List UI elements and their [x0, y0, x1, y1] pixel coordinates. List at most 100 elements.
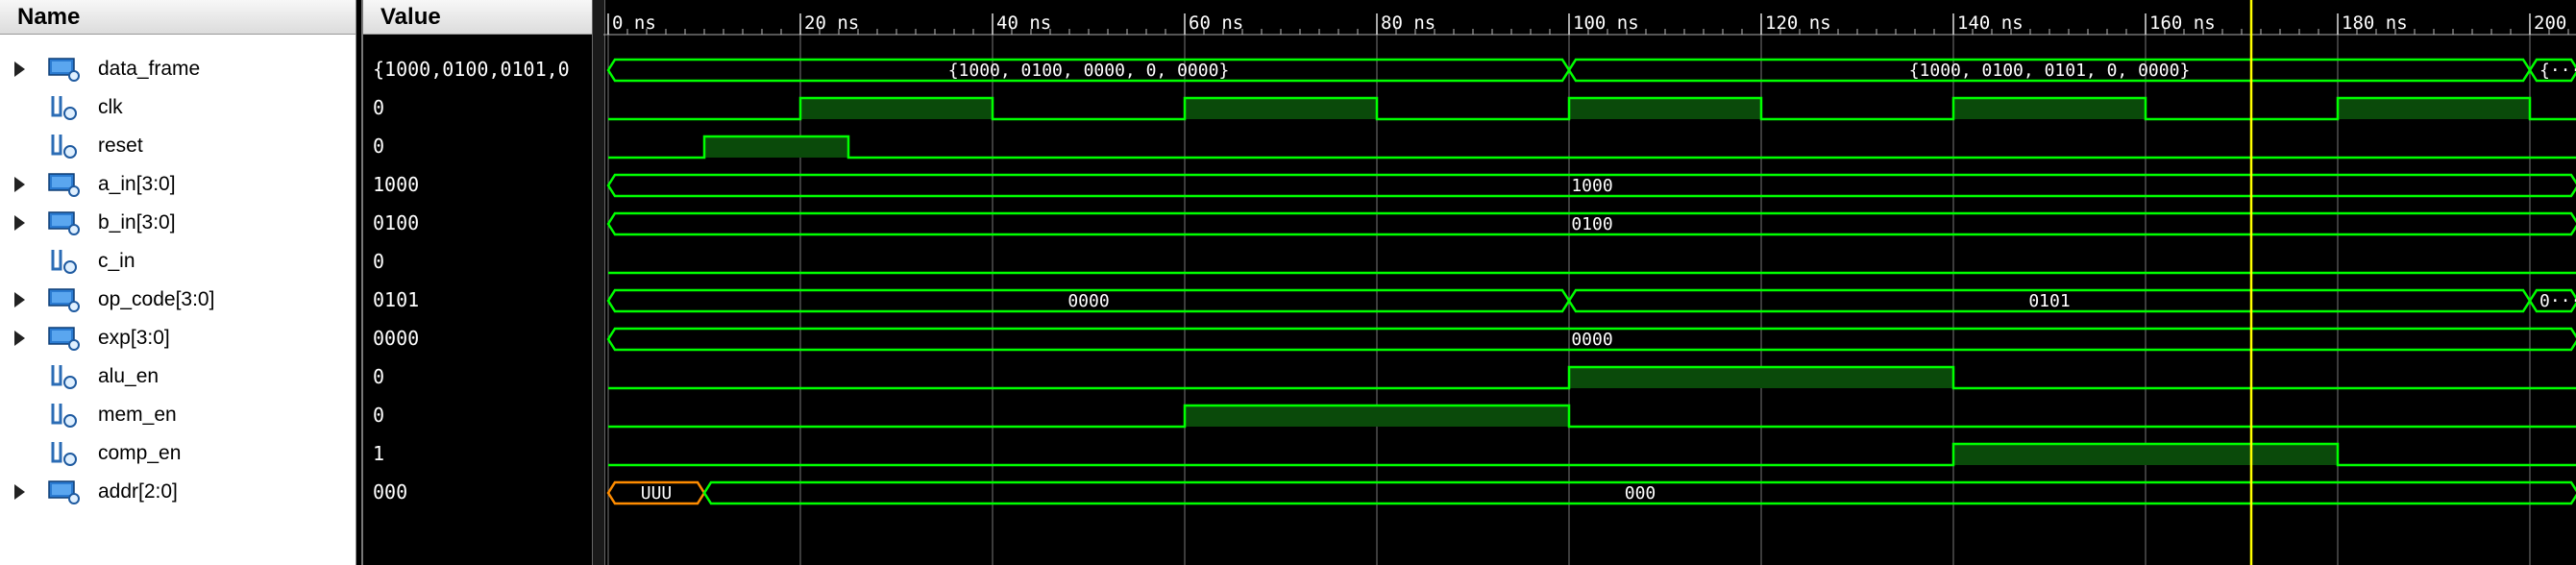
bus-segment — [2528, 288, 2576, 313]
expand-arrow-icon[interactable] — [8, 281, 31, 319]
bus-value-label: 0100 — [1571, 214, 1612, 234]
signal-row[interactable]: comp_en — [0, 434, 356, 473]
bus-value-label: {1000, 0100, 0000, 0, 0000} — [948, 61, 1230, 81]
signal-row[interactable]: op_code[3:0] — [0, 281, 356, 319]
bus-value-label: 000 — [1625, 483, 1656, 504]
waveform-alu_en[interactable] — [608, 365, 2576, 390]
high-level-fill — [1569, 367, 1953, 388]
waveform-data_frame[interactable]: {1000, 0100, 0000, 0, 0000} {1000, 0100, … — [606, 58, 2576, 83]
high-level-fill — [1569, 98, 1761, 119]
signal-row[interactable]: mem_en — [0, 396, 356, 434]
wire-signal-icon — [44, 361, 85, 392]
bus-signal-icon — [44, 477, 85, 507]
signal-value: 1 — [373, 442, 385, 465]
high-level-fill — [2338, 98, 2530, 119]
signal-row[interactable]: b_in[3:0] — [0, 204, 356, 242]
bus-segment — [702, 480, 2576, 505]
wire-signal-icon — [44, 400, 85, 430]
wire-signal-icon — [44, 92, 85, 123]
tick-label: 20 ns — [804, 12, 859, 34]
bus-value-label: 1000 — [1571, 176, 1612, 196]
signal-row[interactable]: exp[3:0] — [0, 319, 356, 357]
signal-name: clk — [98, 96, 123, 118]
expand-arrow-icon[interactable] — [8, 165, 31, 204]
waveform-exp30[interactable]: 0000 — [606, 327, 2576, 352]
signal-value: 1000 — [373, 173, 420, 196]
waveform-comp_en[interactable] — [608, 442, 2576, 467]
bus-signal-icon — [44, 323, 85, 354]
bus-segment — [606, 211, 2576, 236]
expand-arrow-icon[interactable] — [8, 204, 31, 242]
value-panel: Value {1000,0100,0101,0 0 0 1000 0100 0 0101 00… — [361, 0, 594, 565]
signal-row[interactable]: a_in[3:0] — [0, 165, 356, 204]
waveform-clk[interactable] — [608, 96, 2576, 121]
high-level-fill — [1185, 405, 1569, 427]
signal-trace — [608, 96, 2576, 121]
tick-label: 200 — [2534, 12, 2566, 34]
signal-value: 0 — [373, 250, 385, 273]
expander-spacer — [8, 396, 31, 434]
tick-label: 60 ns — [1189, 12, 1243, 34]
signal-row[interactable]: alu_en — [0, 357, 356, 396]
signal-row[interactable]: c_in — [0, 242, 356, 281]
bus-signal-icon — [44, 208, 85, 238]
name-column-header[interactable]: Name — [0, 0, 356, 35]
bus-signal-icon — [44, 54, 85, 85]
signal-value: 0 — [373, 135, 385, 158]
waveform-a_in30[interactable]: 1000 — [606, 173, 2576, 198]
expander-spacer — [8, 434, 31, 473]
bus-value-label: 0000 — [1571, 330, 1612, 350]
waveform-addr20[interactable]: UUU 000 — [606, 480, 2576, 505]
signal-value: 0 — [373, 404, 385, 427]
bus-segment — [606, 173, 2576, 198]
bus-value-label: 0··· — [2539, 291, 2576, 311]
signal-name: comp_en — [98, 442, 182, 464]
high-level-fill — [1953, 444, 2338, 465]
signal-trace — [608, 365, 2576, 390]
wire-signal-icon — [44, 438, 85, 469]
signal-row[interactable]: reset — [0, 127, 356, 165]
expander-spacer — [8, 127, 31, 165]
expand-arrow-icon[interactable] — [8, 473, 31, 511]
signal-value: 0 — [373, 365, 385, 388]
bus-value-label: 0000 — [1067, 291, 1109, 311]
time-ruler[interactable]: 0 ns 20 ns 40 ns 60 ns 80 ns 100 ns 120 ns 140 … — [603, 12, 2576, 36]
bus-segment — [2528, 58, 2576, 83]
tick-label: 160 ns — [2149, 12, 2216, 34]
signal-row[interactable]: clk — [0, 88, 356, 127]
signal-value: 000 — [373, 480, 408, 504]
expander-spacer — [8, 242, 31, 281]
bus-signal-icon — [44, 284, 85, 315]
signal-value: {1000,0100,0101,0 — [373, 58, 570, 81]
signal-row[interactable]: data_frame — [0, 50, 356, 88]
bus-segment — [606, 327, 2576, 352]
signal-trace — [608, 135, 2576, 160]
wire-signal-icon — [44, 131, 85, 161]
expand-arrow-icon[interactable] — [8, 50, 31, 88]
bus-value-label: {··· — [2539, 61, 2576, 81]
signal-value: 0100 — [373, 211, 420, 234]
tick-label: 100 ns — [1573, 12, 1639, 34]
tick-label: 140 ns — [1957, 12, 2024, 34]
waveform-mem_en[interactable] — [608, 404, 2576, 429]
waveform-canvas[interactable]: 0 ns 20 ns 40 ns 60 ns 80 ns 100 ns 120 ns 140 … — [603, 0, 2576, 565]
waveform-op_code30[interactable]: 0000 0101 0··· — [606, 288, 2576, 313]
panel-splitter[interactable] — [592, 0, 605, 565]
signal-value: 0101 — [373, 288, 420, 311]
signal-row[interactable]: addr[2:0] — [0, 473, 356, 511]
value-column-header[interactable]: Value — [363, 0, 594, 35]
signal-name: data_frame — [98, 58, 201, 80]
bus-value-label: UUU — [641, 483, 673, 504]
expand-arrow-icon[interactable] — [8, 319, 31, 357]
expander-spacer — [8, 88, 31, 127]
signal-name: exp[3:0] — [98, 327, 170, 349]
tick-label: 40 ns — [996, 12, 1051, 34]
signal-name: addr[2:0] — [98, 480, 178, 503]
high-level-fill — [1185, 98, 1377, 119]
waveform-b_in30[interactable]: 0100 — [606, 211, 2576, 236]
bus-signal-icon — [44, 169, 85, 200]
waveform-reset[interactable] — [608, 135, 2576, 160]
signal-name: alu_en — [98, 365, 159, 387]
signal-value: 0 — [373, 96, 385, 119]
